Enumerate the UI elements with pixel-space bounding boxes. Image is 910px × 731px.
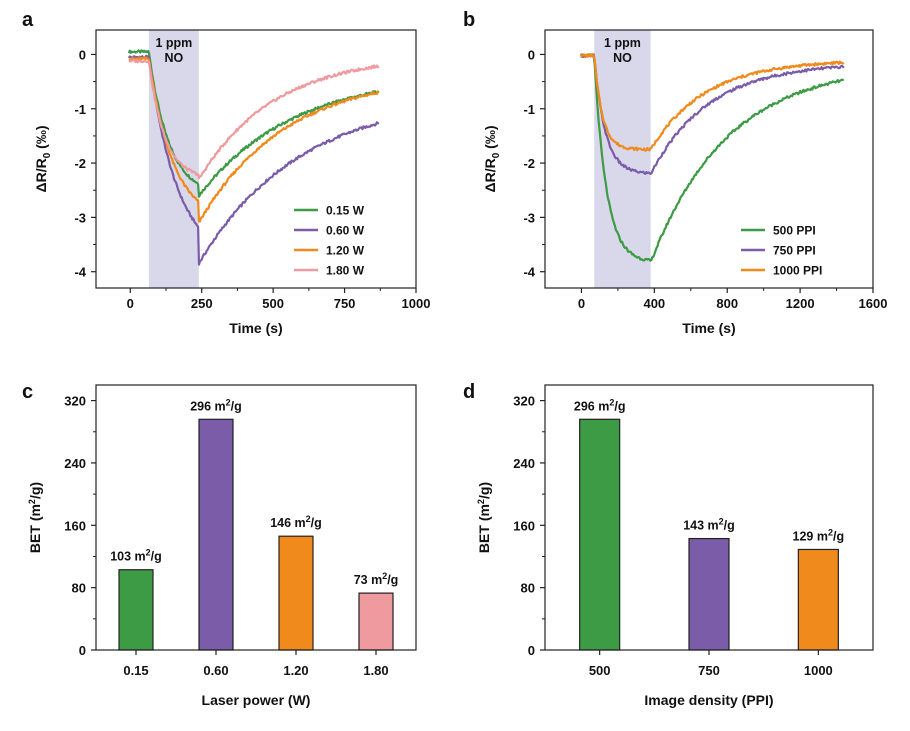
bar-value-label: 296 m2/g — [190, 397, 242, 413]
y-tick-label: -3 — [523, 210, 535, 225]
panel-letter-c: c — [22, 381, 33, 403]
series-line-0-60-w — [127, 54, 380, 266]
x-axis-title: Time (s) — [229, 320, 282, 336]
y-tick-label: 0 — [79, 643, 86, 658]
y-tick-label: 320 — [64, 394, 86, 409]
bar-value-label: 129 m2/g — [793, 527, 845, 543]
exposure-label-line: 1 ppm — [155, 36, 192, 50]
y-tick-label: -1 — [523, 102, 535, 117]
y-tick-label: 0 — [79, 47, 86, 62]
legend-label: 1000 PPI — [773, 264, 822, 278]
exposure-label-line: NO — [164, 51, 183, 65]
series-line-1000-ppi — [580, 53, 845, 152]
bar-value-label: 146 m2/g — [270, 514, 322, 530]
plot-frame — [544, 29, 874, 289]
legend-label: 500 PPI — [773, 224, 816, 238]
x-tick-label: 1000 — [402, 296, 431, 311]
x-tick-label: 750 — [334, 296, 356, 311]
panel-letter-b: b — [463, 9, 475, 31]
y-tick-label: -3 — [74, 210, 86, 225]
x-tick-label: 1200 — [786, 296, 815, 311]
legend-label: 0.15 W — [326, 204, 365, 218]
x-tick-label: 1.80 — [363, 663, 388, 678]
bar-value-label: 73 m2/g — [354, 571, 399, 587]
x-tick-label: 0.60 — [203, 663, 228, 678]
y-tick-label: 0 — [528, 643, 535, 658]
bar-750 — [688, 537, 730, 651]
y-tick-label: -2 — [74, 156, 86, 171]
y-axis-title: ΔR/R0 (‰) — [482, 126, 502, 193]
x-tick-label: 800 — [716, 296, 738, 311]
legend-label: 0.60 W — [326, 224, 365, 238]
x-tick-label: 0 — [127, 296, 134, 311]
x-tick-label: 250 — [191, 296, 213, 311]
x-tick-label: 1000 — [804, 663, 833, 678]
plot-frame — [95, 384, 417, 651]
exposure-label-line: 1 ppm — [604, 36, 641, 50]
panel-c: c 0 80 160 240 320 103 m2/g 0.15 296 m2/g 0.60 146… — [22, 381, 417, 708]
series-line-1-80-w — [128, 58, 380, 180]
x-tick-label: 0 — [578, 296, 585, 311]
y-tick-label: 160 — [513, 518, 535, 533]
panel-letter-d: d — [463, 381, 475, 403]
panel-letter-a: a — [22, 9, 34, 31]
bar-value-label: 103 m2/g — [110, 548, 162, 564]
bar-0.15 — [118, 569, 154, 651]
bar-1000 — [797, 548, 839, 651]
x-tick-label: 0.15 — [123, 663, 148, 678]
x-tick-label: 750 — [698, 663, 720, 678]
plot-frame — [95, 29, 417, 289]
x-tick-label: 1600 — [859, 296, 888, 311]
y-tick-label: -2 — [523, 156, 535, 171]
legend-label: 750 PPI — [773, 244, 816, 258]
y-tick-label: 240 — [64, 456, 86, 471]
x-tick-label: 500 — [589, 663, 611, 678]
x-tick-label: 400 — [643, 296, 665, 311]
y-tick-label: -1 — [74, 102, 86, 117]
legend-label: 1.80 W — [326, 264, 365, 278]
y-tick-label: 80 — [72, 581, 86, 596]
panel-d: d 0 80 160 240 320 296 m2/g 500 143 m2/g 750 129 m… — [463, 381, 874, 708]
y-tick-label: 240 — [513, 456, 535, 471]
bar-value-label: 296 m2/g — [574, 397, 626, 413]
series-line-0-15-w — [127, 49, 380, 198]
y-tick-label: 0 — [528, 47, 535, 62]
plot-frame — [544, 384, 874, 651]
series-line-750-ppi — [580, 53, 845, 175]
bar-500 — [579, 418, 621, 651]
y-tick-label: 80 — [521, 581, 535, 596]
series-line-500-ppi — [580, 53, 845, 262]
legend-label: 1.20 W — [326, 244, 365, 258]
y-tick-label: -4 — [74, 265, 86, 280]
y-tick-label: 320 — [513, 394, 535, 409]
series-line-1-20-w — [128, 56, 379, 223]
bar-value-label: 143 m2/g — [683, 517, 735, 533]
x-axis-title: Laser power (W) — [202, 692, 311, 708]
y-axis-title: BET (m2/g) — [476, 482, 492, 553]
x-axis-title: Image density (PPI) — [644, 692, 773, 708]
bar-0.60 — [198, 418, 234, 651]
x-tick-label: 1.20 — [283, 663, 308, 678]
y-tick-label: 160 — [64, 518, 86, 533]
exposure-window — [148, 30, 199, 288]
y-tick-label: -4 — [523, 265, 535, 280]
x-axis-title: Time (s) — [682, 320, 735, 336]
y-axis-title: ΔR/R0 (‰) — [33, 126, 53, 193]
bar-1.80 — [358, 592, 394, 651]
bar-1.20 — [278, 535, 314, 651]
x-tick-label: 500 — [262, 296, 284, 311]
exposure-label-line: NO — [613, 51, 632, 65]
y-axis-title: BET (m2/g) — [27, 482, 43, 553]
